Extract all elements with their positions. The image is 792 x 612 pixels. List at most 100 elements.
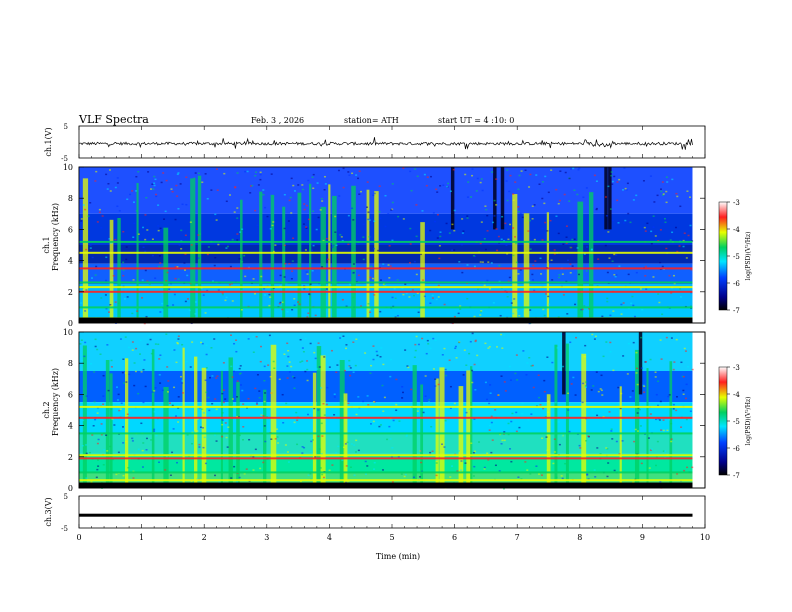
speckle [520,170,523,172]
speckle [348,283,351,286]
speckle [175,415,178,417]
speckle [411,289,414,291]
quiet-column [500,167,505,230]
speckle [267,364,270,366]
speckle [196,478,199,480]
speckle [286,451,289,453]
speckle [512,193,515,195]
speckle [298,303,301,306]
speckle [438,257,441,260]
speckle [164,210,167,213]
speckle [656,440,659,443]
speckle [629,396,632,398]
speckle [574,303,577,306]
sferic-column [220,370,223,484]
speckle [292,184,295,187]
speckle [85,248,88,251]
speckle [510,302,513,304]
speckle [471,174,474,177]
speckle [670,292,673,294]
speckle [115,473,118,476]
speckle [340,236,343,238]
speckle [128,373,131,376]
speckle [122,474,125,477]
vlf-transmitter-line [79,432,693,435]
speckle [493,199,496,202]
ch3-ylabel: ch.3(V) [44,497,53,526]
speckle [576,193,579,196]
spectrogram-band [79,263,693,284]
speckle [205,353,208,356]
speckle [142,368,145,371]
speckle [494,409,497,411]
speckle [146,280,149,282]
speckle [436,191,439,193]
speckle [317,342,320,344]
speckle [231,238,234,241]
speckle [106,188,109,190]
speckle [189,366,192,368]
speckle [137,233,140,235]
speckle [100,423,103,425]
speckle [514,181,517,183]
sferic-column [343,393,348,484]
speckle [312,244,315,247]
speckle [488,287,491,290]
speckle [279,301,282,304]
speckle [642,384,645,387]
speckle [378,211,381,213]
speckle [334,215,337,218]
speckle [302,188,305,191]
speckle [314,357,317,360]
speckle [322,403,325,405]
speckle [454,345,457,348]
speckle [84,310,87,312]
speckle [145,315,148,318]
speckle [132,470,135,473]
speckle [112,458,115,461]
speckle [145,437,148,440]
ch3-waveform-frame [78,495,706,529]
speckle [524,461,527,463]
speckle [100,433,103,436]
speckle [486,452,489,455]
speckle [123,382,126,384]
speckle [497,394,500,396]
speckle [429,347,432,350]
speckle [157,204,160,206]
speckle [479,310,482,313]
ch2-colorbar-ticks: -3-4-5-6-7 [727,364,740,480]
speckle [418,476,421,478]
speckle [369,311,372,313]
speckle [659,261,662,264]
speckle [631,295,634,298]
colorbar-tick-label: -5 [733,418,740,426]
speckle [368,308,371,311]
speckle [185,203,188,206]
speckle [166,305,169,307]
speckle [654,235,657,237]
speckle [449,190,452,193]
speckle [159,227,162,230]
speckle [437,383,440,386]
speckle [682,393,685,395]
ch2-colorbar [718,366,728,476]
speckle [321,435,324,437]
speckle [201,408,204,411]
speckle [357,177,360,180]
speckle [443,446,446,448]
sferic-column [470,366,473,484]
speckle [81,444,84,447]
speckle [682,245,685,248]
speckle [562,243,565,246]
speckle [116,182,119,184]
speckle [644,265,647,268]
speckle [675,409,678,412]
speckle [224,422,227,424]
speckle [632,481,635,484]
speckle [146,343,149,346]
speckle [479,261,482,263]
speckle [435,459,438,461]
speckle [528,186,531,188]
speckle [80,339,83,342]
